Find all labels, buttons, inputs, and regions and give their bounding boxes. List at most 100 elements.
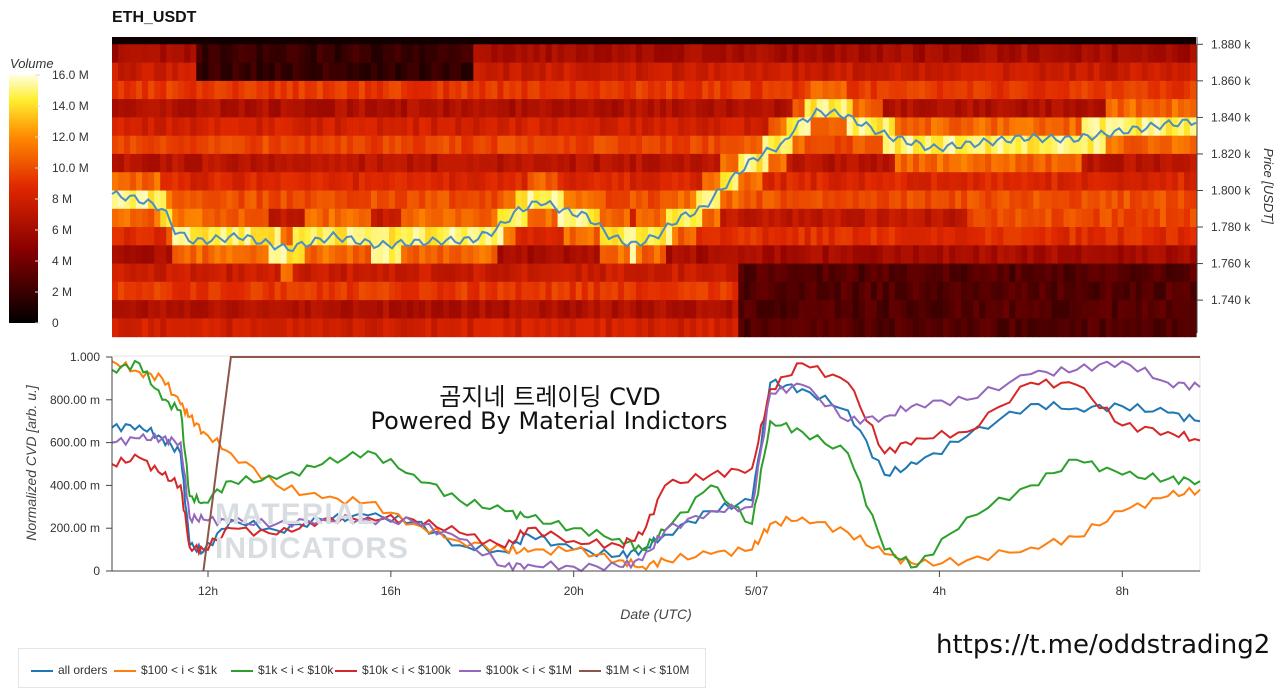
heatmap-cell	[383, 300, 390, 319]
heatmap-cell	[1141, 281, 1149, 301]
heatmap-cell	[244, 172, 252, 191]
heatmap-cell	[473, 135, 480, 155]
heatmap-cell	[605, 117, 613, 137]
heatmap-cell	[828, 44, 836, 64]
heatmap-cell	[1099, 227, 1107, 246]
heatmap-cell	[1075, 153, 1083, 173]
heatmap-cell	[358, 44, 366, 64]
heatmap-cell	[425, 80, 432, 100]
heatmap-cell	[178, 99, 185, 118]
heatmap-cell	[262, 227, 270, 246]
heatmap-cell	[262, 135, 270, 155]
heatmap-cell	[690, 190, 697, 210]
heatmap-cell	[617, 263, 625, 283]
heatmap-cell	[346, 245, 354, 265]
heatmap-cell	[629, 208, 637, 228]
heatmap-cell	[148, 62, 155, 82]
heatmap-cell	[473, 117, 480, 137]
heatmap-cell	[774, 62, 782, 82]
heatmap-cell	[708, 99, 715, 118]
heatmap-cell	[654, 190, 661, 210]
legend-item[interactable]: $100k < i < $1M	[459, 663, 572, 677]
heatmap-cell	[894, 153, 902, 173]
legend-item[interactable]: $1k < i < $10k	[231, 663, 333, 677]
heatmap-cell	[551, 172, 559, 191]
heatmap-cell	[190, 281, 197, 301]
heatmap-cell	[1099, 190, 1107, 210]
heatmap-cell	[304, 281, 312, 301]
heatmap-cell	[991, 62, 998, 82]
heatmap-cell	[919, 99, 926, 118]
heatmap-cell	[882, 99, 890, 118]
heatmap-cell	[834, 208, 842, 228]
heatmap-cell	[340, 227, 348, 246]
heatmap-cell	[148, 281, 155, 301]
heatmap-cell	[696, 153, 703, 173]
heatmap-cell	[931, 44, 938, 64]
heatmap-cell	[888, 245, 896, 265]
heatmap-cell	[419, 117, 426, 137]
heatmap-cell	[985, 44, 992, 64]
heatmap-cell	[870, 80, 878, 100]
legend-item[interactable]: $10k < i < $100k	[335, 663, 451, 677]
heatmap-cell	[377, 190, 384, 210]
heatmap-cell	[635, 245, 643, 265]
heatmap-cell	[696, 208, 703, 228]
heatmap-cell	[220, 263, 228, 283]
heatmap-cell	[623, 99, 631, 118]
heatmap-cell	[413, 190, 420, 210]
heatmap-cell	[334, 135, 342, 155]
heatmap-cell	[979, 80, 986, 100]
heatmap-cell	[124, 281, 131, 301]
heatmap-cell	[1075, 117, 1083, 137]
heatmap-cell	[1171, 227, 1179, 246]
heatmap-cell	[557, 318, 565, 338]
heatmap-cell	[190, 44, 197, 64]
heatmap-cell	[1135, 117, 1143, 137]
heatmap-cell	[371, 153, 378, 173]
heatmap-cell	[274, 62, 282, 82]
legend-item[interactable]: $100 < i < $1k	[114, 663, 217, 677]
heatmap-cell	[280, 80, 288, 100]
heatmap-cell	[738, 44, 745, 64]
heatmap-cell	[455, 300, 462, 319]
heatmap-cell	[611, 318, 619, 338]
heatmap-cell	[623, 190, 631, 210]
heatmap-cell	[949, 117, 956, 137]
heatmap-cell	[196, 318, 203, 338]
heatmap-cell	[334, 300, 342, 319]
telegram-link[interactable]: https://t.me/oddstrading2	[936, 630, 1271, 660]
heatmap-cell	[467, 263, 474, 283]
heatmap-cell	[1123, 263, 1131, 283]
heatmap-cell	[629, 263, 637, 283]
heatmap-cell	[136, 263, 143, 283]
cvd-series-line	[111, 360, 1201, 573]
heatmap-cell	[407, 80, 414, 100]
heatmap-cell	[190, 153, 197, 173]
heatmap-cell	[955, 44, 962, 64]
heatmap-cell	[1033, 227, 1041, 246]
heatmap-cell	[858, 135, 866, 155]
heatmap-cell	[888, 44, 896, 64]
heatmap-cell	[635, 117, 643, 137]
legend-item[interactable]: all orders	[31, 663, 107, 677]
heatmap-cell	[900, 281, 908, 301]
heatmap-cell	[1105, 318, 1113, 338]
heatmap-cell	[569, 80, 577, 100]
heatmap-cell	[605, 190, 613, 210]
heatmap-cell	[973, 227, 980, 246]
heatmap-cell	[256, 117, 264, 137]
heatmap-cell	[413, 281, 420, 301]
heatmap-cell	[419, 227, 426, 246]
heatmap-cell	[503, 208, 511, 228]
heatmap-cell	[750, 318, 758, 338]
heatmap-cell	[1171, 208, 1179, 228]
legend-item[interactable]: $1M < i < $10M	[579, 663, 689, 677]
heatmap-cell	[660, 44, 667, 64]
heatmap-cell	[967, 80, 974, 100]
heatmap-cell	[810, 44, 818, 64]
heatmap-cell	[599, 153, 607, 173]
heatmap-cell	[678, 62, 685, 82]
heatmap-cell	[611, 135, 619, 155]
heatmap-cell	[310, 190, 318, 210]
